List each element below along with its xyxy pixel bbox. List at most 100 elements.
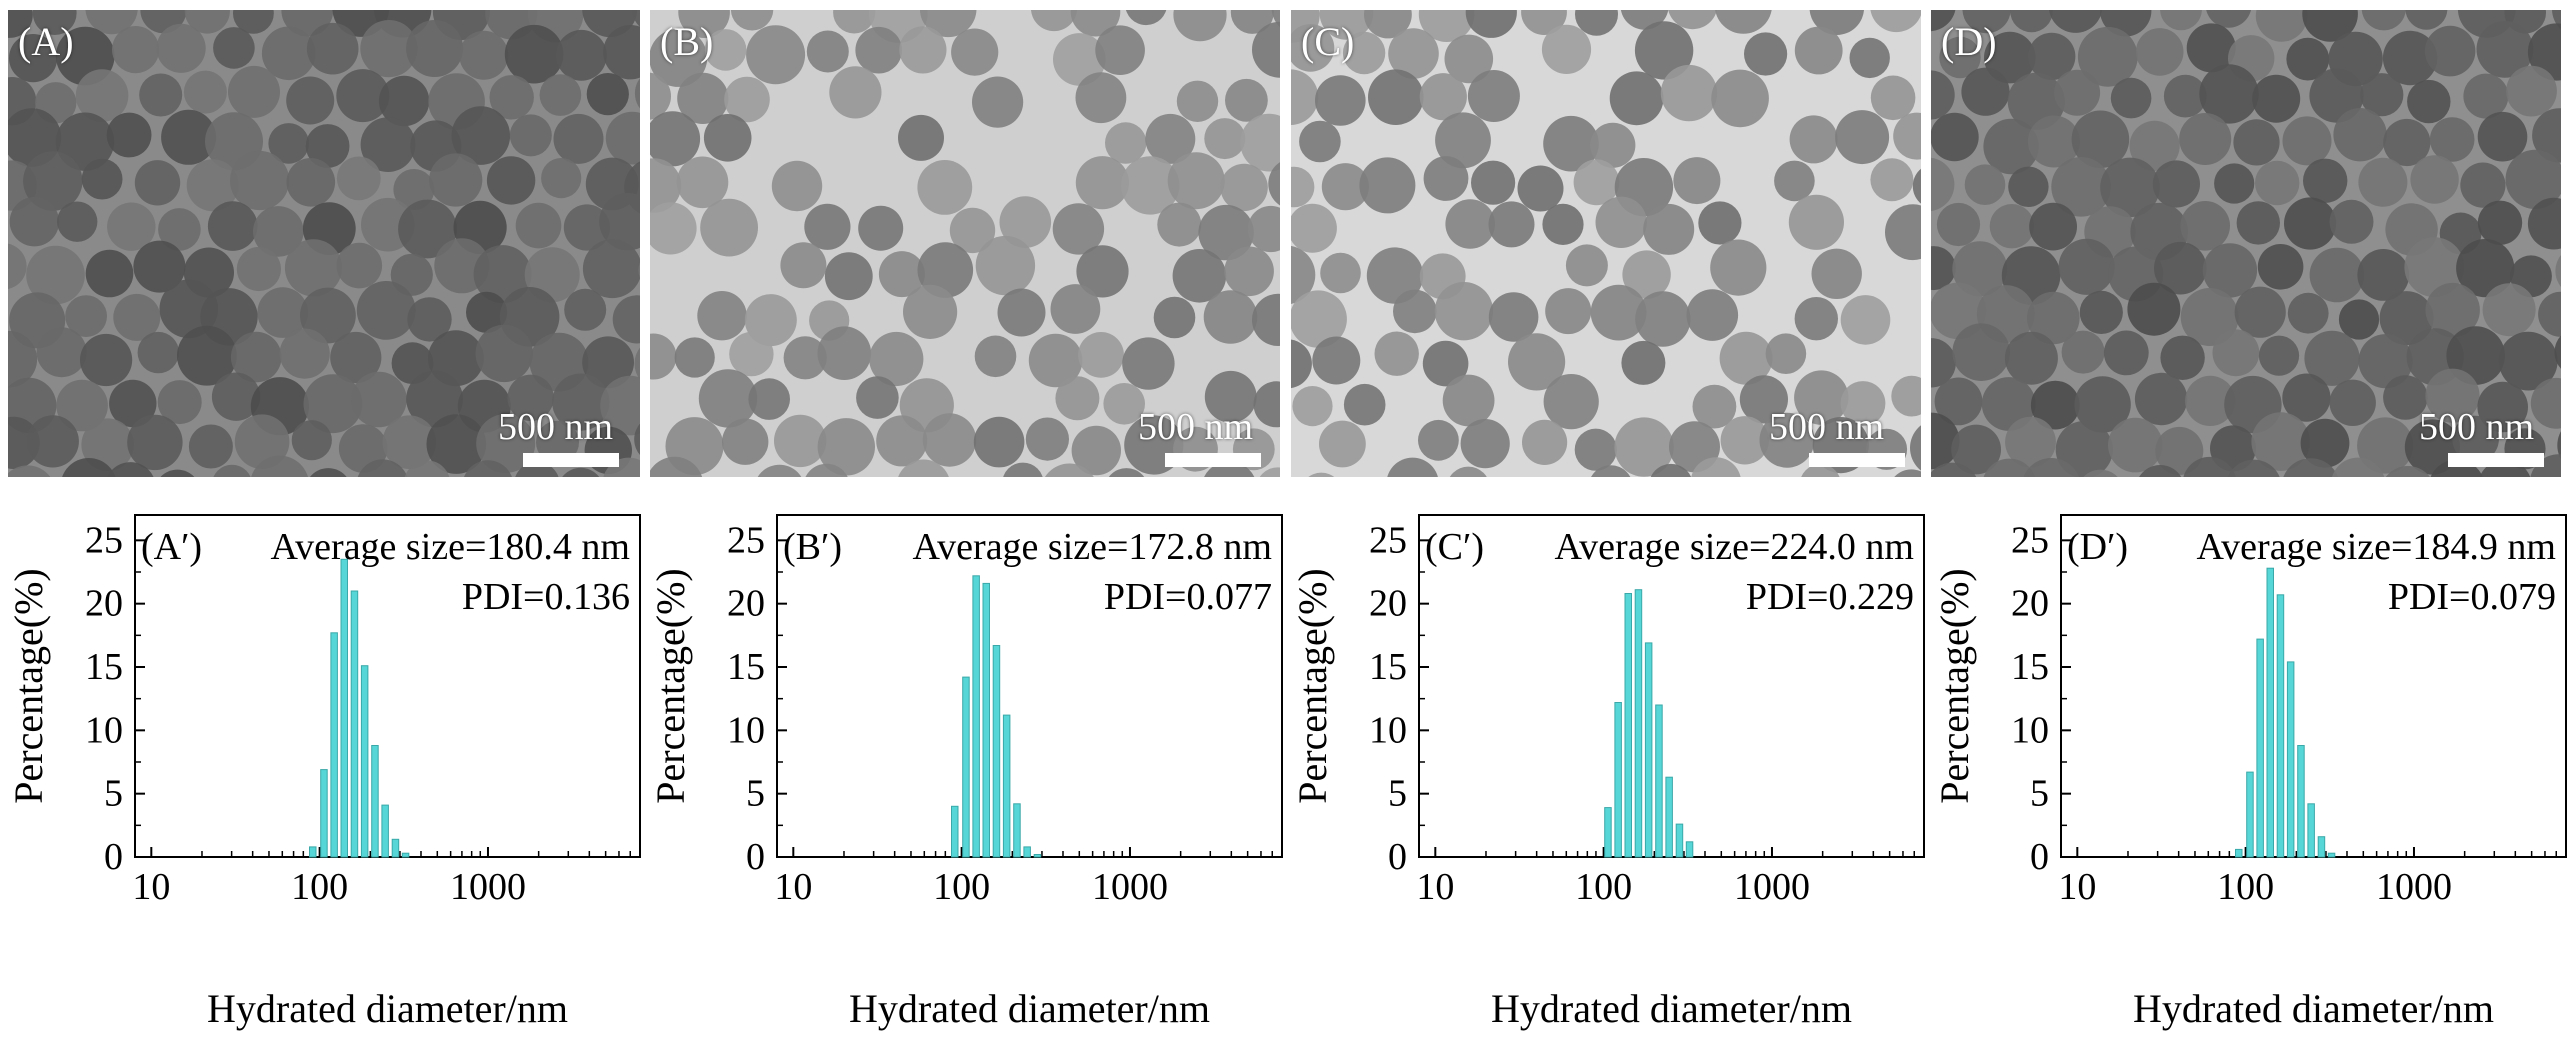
y-tick-label: 20 (85, 583, 123, 625)
nanoparticle (1030, 10, 1078, 32)
nanoparticle (974, 335, 1017, 378)
nanoparticle (1319, 420, 1366, 468)
nanoparticle (1071, 425, 1121, 476)
x-axis-title: Hydrated diameter/nm (849, 986, 1210, 1031)
nanoparticle (464, 460, 512, 477)
nanoparticle (2460, 162, 2506, 208)
nanoparticle (2252, 74, 2301, 123)
nanoparticle (780, 242, 827, 289)
nanoparticle (650, 158, 682, 213)
nanoparticle (1894, 469, 1921, 477)
nanoparticle (2212, 329, 2260, 377)
nanoparticle (1591, 465, 1631, 477)
nanoparticle (634, 423, 640, 456)
nanoparticle (650, 456, 703, 477)
nanoparticle (80, 333, 133, 387)
pdi-label: PDI=0.229 (1746, 576, 1914, 618)
nanoparticle (261, 26, 316, 81)
nanoparticle (8, 243, 27, 289)
nanoparticle (757, 464, 802, 477)
nanoparticle (858, 205, 904, 251)
nanoparticle (2331, 457, 2385, 477)
nanoparticle (2482, 283, 2536, 337)
nanoparticle (9, 197, 60, 247)
nanoparticle (746, 25, 806, 85)
nanoparticle (284, 239, 343, 297)
nanoparticle (2385, 466, 2430, 477)
nanoparticle (1076, 245, 1129, 298)
nanoparticle (1359, 157, 1416, 214)
nanoparticle (336, 242, 383, 289)
y-tick-label: 10 (85, 709, 123, 751)
average-size-label: Average size=224.0 nm (1555, 526, 1914, 568)
nanoparticle (676, 156, 729, 209)
nanoparticle (650, 28, 708, 87)
nanoparticle (973, 416, 1025, 468)
nanoparticle (2303, 158, 2348, 203)
nanoparticle (2338, 299, 2380, 340)
nanoparticle (1794, 370, 1849, 425)
x-tick-label: 100 (933, 866, 990, 908)
nanoparticle (650, 202, 697, 255)
chart-plot-area: 0 5 10 15 20 25 10 100 1000 (B′) Average size=172.… (648, 514, 1283, 1031)
nanoparticle (856, 376, 899, 419)
y-tick-label: 25 (1369, 519, 1407, 561)
nanoparticle (697, 291, 747, 341)
chart-panel-label: (B′) (783, 526, 842, 568)
nanoparticle (2425, 282, 2480, 338)
nanoparticle (603, 457, 640, 477)
nanoparticle (2008, 166, 2049, 207)
tem-panel-label: (D) (1941, 19, 1997, 64)
nanoparticle (582, 239, 640, 299)
nanoparticle (2055, 421, 2113, 477)
average-size-label: Average size=172.8 nm (913, 526, 1272, 568)
nanoparticle (228, 65, 280, 118)
nanoparticle (161, 109, 217, 165)
nanoparticle (949, 207, 996, 254)
nanoparticle (2404, 237, 2465, 297)
average-size-label: Average size=180.4 nm (271, 526, 630, 568)
nanoparticle (1542, 203, 1584, 245)
nanoparticle (1291, 290, 1347, 348)
nanoparticle (612, 295, 640, 344)
nanoparticle (133, 240, 186, 293)
histogram-bar (2235, 848, 2243, 858)
nanoparticle (56, 201, 98, 242)
nanoparticle (36, 327, 87, 378)
nanoparticle (1050, 284, 1101, 334)
pdi-label: PDI=0.079 (2388, 576, 2556, 618)
nanoparticle (1172, 248, 1227, 303)
nanoparticle (26, 415, 79, 468)
chart-plot-area: 0 5 10 15 20 25 10 100 1000 (A′) Average size=180.… (6, 514, 641, 1031)
y-tick-label: 20 (727, 583, 765, 625)
nanoparticle (1660, 64, 1718, 122)
nanoparticle (2234, 286, 2286, 338)
nanoparticle (2023, 458, 2080, 477)
nanoparticle (1698, 201, 1742, 245)
nanoparticle (382, 415, 437, 470)
nanoparticle (824, 252, 873, 301)
nanoparticle (1003, 462, 1043, 477)
nanoparticle (1153, 296, 1196, 339)
nanoparticle (351, 371, 407, 428)
nanoparticle (2527, 197, 2561, 250)
nanoparticle (817, 418, 875, 476)
nanoparticle (2251, 412, 2310, 471)
nanoparticle (2329, 379, 2376, 426)
nanoparticle (1634, 21, 1694, 80)
nanoparticle (1983, 118, 2039, 175)
nanoparticle (2079, 290, 2123, 334)
nanoparticle (562, 467, 600, 477)
y-axis-title: Percentage(%) (1290, 568, 1335, 803)
nanoparticle (2383, 375, 2428, 420)
nanoparticle (429, 153, 483, 207)
nanoparticle (771, 160, 823, 212)
histogram-bar (1685, 841, 1694, 858)
nanoparticle (1225, 78, 1268, 122)
nanoparticle (1364, 10, 1412, 39)
nanoparticle (917, 242, 974, 298)
nanoparticle (32, 10, 77, 35)
nanoparticle (2477, 111, 2528, 162)
tem-micrograph (1291, 10, 1921, 477)
scale-bar (1165, 453, 1261, 467)
